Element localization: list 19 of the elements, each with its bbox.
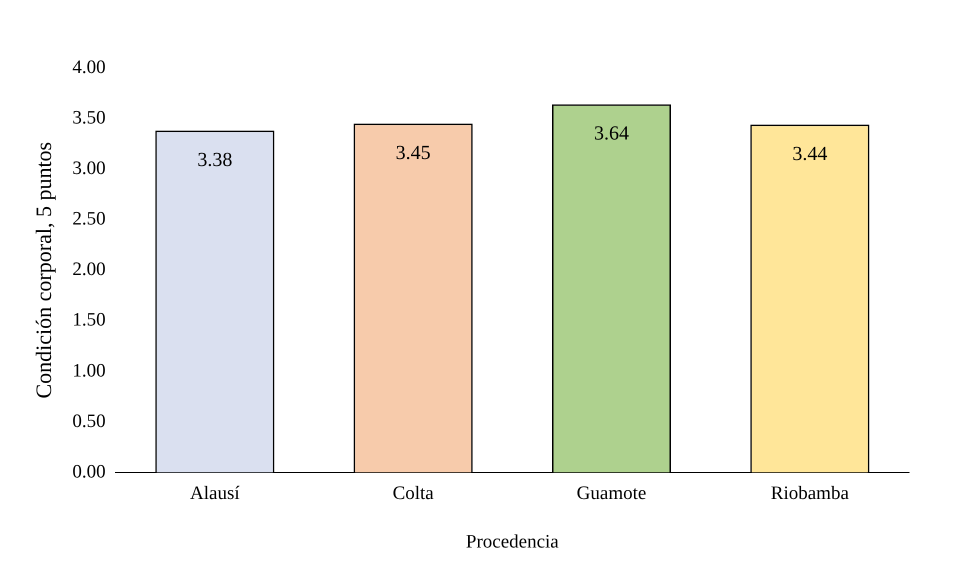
y-tick-label: 3.00: [72, 158, 106, 180]
y-tick-label: 4.00: [72, 56, 106, 78]
y-tick-label: 0.00: [72, 461, 106, 482]
x-tick-label: Riobamba: [770, 482, 850, 504]
y-tick-label: 0.50: [72, 410, 106, 432]
data-label: 3.38: [197, 148, 232, 171]
data-label: 3.45: [396, 142, 431, 164]
x-axis-title: Procedencia: [466, 532, 560, 553]
x-tick-label: Alausí: [190, 482, 240, 504]
data-label: 3.64: [594, 122, 629, 145]
y-tick-label: 1.50: [72, 310, 106, 331]
y-tick-label: 2.00: [72, 259, 106, 280]
y-axis-title: Condición corporal, 5 puntos: [30, 142, 56, 399]
x-tick-label: Guamote: [576, 482, 646, 504]
y-tick-label: 3.50: [72, 108, 106, 129]
y-tick-label: 2.50: [72, 208, 106, 230]
x-tick-label: Colta: [392, 482, 434, 504]
data-label: 3.44: [792, 142, 828, 165]
y-tick-label: 1.00: [72, 360, 106, 382]
